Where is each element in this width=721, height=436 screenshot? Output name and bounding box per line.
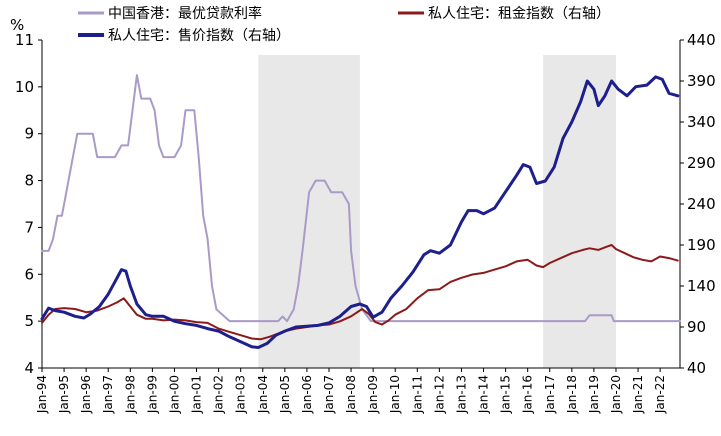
right-tick-label: 240 xyxy=(687,195,716,213)
x-tick-label: Jan-14 xyxy=(477,375,491,414)
left-axis-unit: % xyxy=(10,16,24,34)
left-tick-label: 7 xyxy=(24,218,34,236)
x-tick-label: Jan-21 xyxy=(631,375,645,414)
series-line-2 xyxy=(40,75,680,349)
x-tick-label: Jan-10 xyxy=(388,375,402,414)
x-tick-label: Jan-99 xyxy=(145,375,159,414)
x-tick-label: Jan-03 xyxy=(234,375,248,414)
legend: 中国香港：最优贷款利率 私人住宅：租金指数（右轴） 私人住宅：售价指数（右轴） xyxy=(78,5,610,44)
x-tick-label: Jan-17 xyxy=(543,375,557,414)
x-tick-label: Jan-00 xyxy=(167,375,181,414)
x-tick-label: Jan-16 xyxy=(521,375,535,414)
shaded-period-0 xyxy=(258,55,360,368)
x-tick-label: Jan-94 xyxy=(35,375,49,414)
right-tick-label: 340 xyxy=(687,113,716,131)
x-tick-label: Jan-19 xyxy=(587,375,601,414)
right-tick-label: 440 xyxy=(687,31,716,49)
left-tick-label: 10 xyxy=(15,78,34,96)
x-tick-label: Jan-06 xyxy=(300,375,314,414)
x-tick-label: Jan-02 xyxy=(212,375,226,414)
series-layer xyxy=(40,74,681,349)
right-tick-label: 140 xyxy=(687,277,716,295)
x-tick-label: Jan-98 xyxy=(123,375,137,414)
x-tick-label: Jan-09 xyxy=(366,375,380,414)
x-tick-label: Jan-07 xyxy=(322,375,336,414)
x-tick-label: Jan-01 xyxy=(190,375,204,414)
x-tick-label: Jan-11 xyxy=(410,375,424,414)
x-tick-label: Jan-08 xyxy=(344,375,358,414)
x-tick-label: Jan-18 xyxy=(565,375,579,414)
x-tick-label: Jan-15 xyxy=(499,375,513,414)
left-tick-label: 9 xyxy=(24,125,34,143)
x-tick-label: Jan-20 xyxy=(609,375,623,414)
left-tick-label: 6 xyxy=(24,265,34,283)
legend-label-0: 中国香港：最优贷款利率 xyxy=(108,5,262,22)
x-tick-label: Jan-96 xyxy=(79,375,93,414)
left-tick-label: 11 xyxy=(15,31,34,49)
axes: 4 5 6 7 8 9 10 11 40 90 140 190 240 290 340 390 440 Jan-9… xyxy=(15,31,716,414)
x-tick-label: Jan-22 xyxy=(653,375,667,414)
series-line-1 xyxy=(41,244,679,341)
series-line-0 xyxy=(41,74,681,323)
right-tick-label: 90 xyxy=(687,318,706,336)
x-tick-label: Jan-13 xyxy=(454,375,468,414)
right-tick-label: 290 xyxy=(687,154,716,172)
right-tick-label: 190 xyxy=(687,236,716,254)
x-tick-label: Jan-12 xyxy=(432,375,446,414)
left-tick-label: 8 xyxy=(24,172,34,190)
right-tick-label: 390 xyxy=(687,72,716,90)
x-tick-label: Jan-95 xyxy=(57,375,71,414)
left-tick-label: 4 xyxy=(24,359,34,377)
right-tick-label: 40 xyxy=(687,359,706,377)
x-tick-label: Jan-05 xyxy=(278,375,292,414)
x-tick-label: Jan-97 xyxy=(101,375,115,414)
legend-label-1: 私人住宅：租金指数（右轴） xyxy=(428,6,610,22)
x-tick-label: Jan-04 xyxy=(256,375,270,414)
legend-label-2: 私人住宅：售价指数（右轴） xyxy=(108,28,290,44)
left-tick-label: 5 xyxy=(24,312,34,330)
